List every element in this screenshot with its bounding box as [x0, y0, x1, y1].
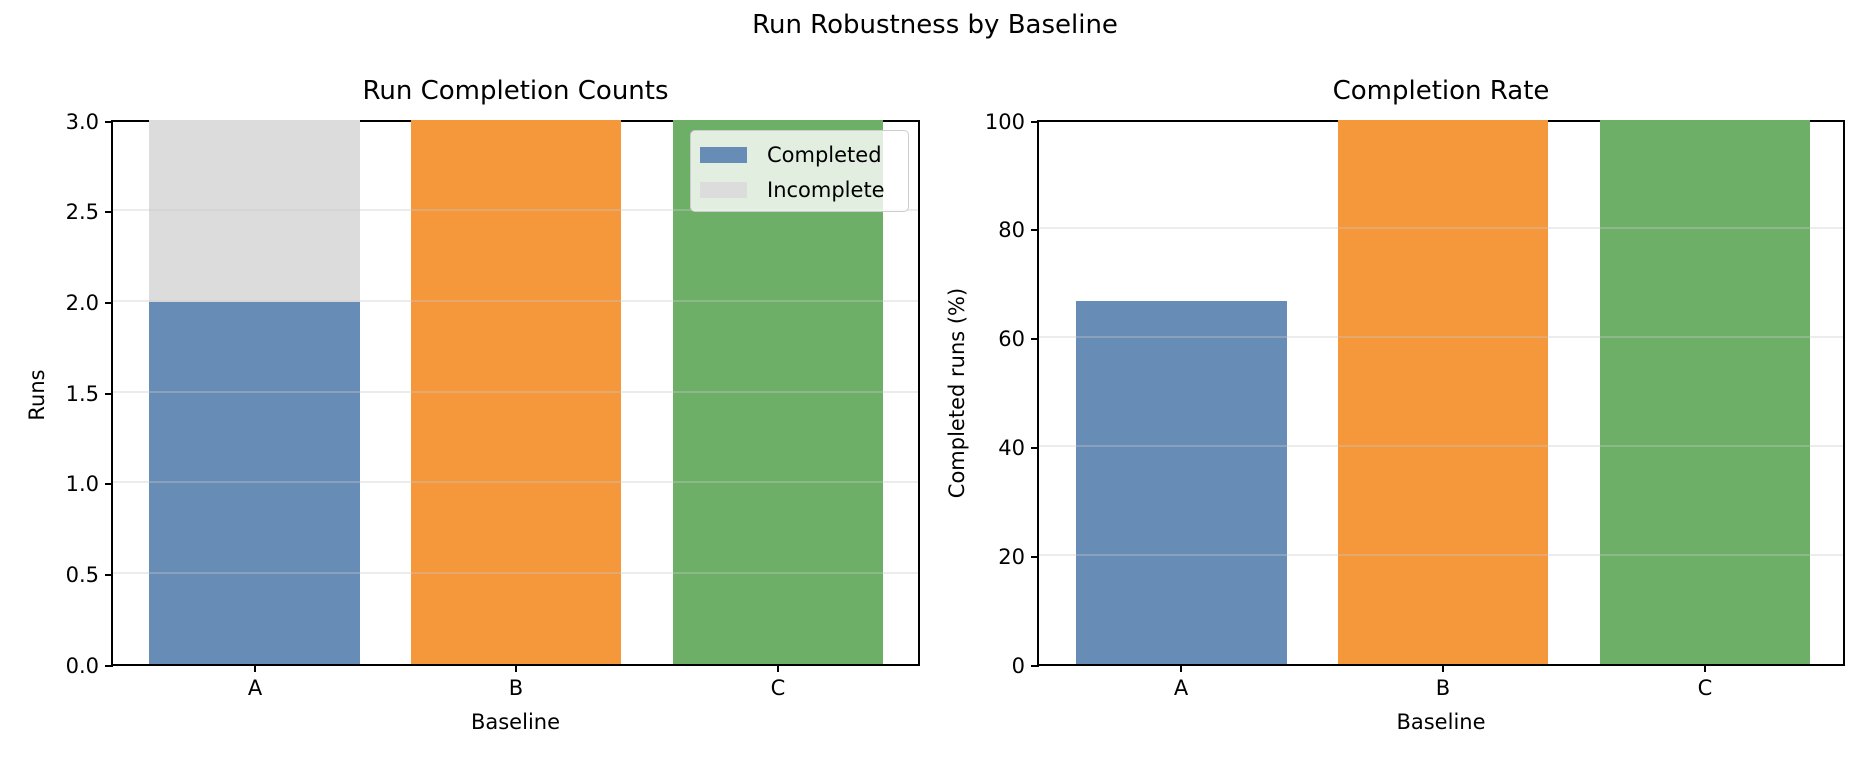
gridline — [1039, 227, 1843, 229]
bar-b-completed — [411, 120, 621, 664]
bar-a-rate — [1076, 301, 1287, 664]
left-chart-title: Run Completion Counts — [362, 76, 669, 106]
legend-swatch-incomplete — [700, 182, 747, 198]
bar-b-rate — [1338, 120, 1548, 664]
gridline — [113, 209, 918, 211]
bar-a-completed — [149, 302, 360, 664]
right-chart-axes: Completion Rate 0 20 40 60 80 100 A B C … — [985, 76, 1845, 734]
gridline — [113, 300, 918, 302]
left-y-axis-label: Runs — [25, 369, 49, 421]
figure-suptitle: Run Robustness by Baseline — [752, 10, 1118, 40]
legend: Completed Incomplete — [690, 130, 909, 212]
right-x-axis-label: Baseline — [1396, 710, 1486, 734]
gridline — [1039, 336, 1843, 338]
gridline — [113, 481, 918, 483]
left-x-axis-label: Baseline — [470, 710, 561, 734]
right-chart-title: Completion Rate — [1332, 76, 1550, 106]
bar-a-incomplete — [149, 120, 360, 302]
gridline — [1039, 554, 1843, 556]
right-y-axis-label: Completed runs (%) — [945, 287, 969, 499]
bar-c-rate — [1600, 120, 1810, 664]
left-chart-axes: Run Completion Counts 0.0 0.5 1.0 1.5 2.… — [66, 76, 920, 734]
legend-item-completed: Completed — [700, 142, 882, 168]
gridline — [1039, 445, 1843, 447]
gridline — [113, 572, 918, 574]
legend-swatch-completed — [700, 147, 747, 163]
gridline — [113, 391, 918, 393]
legend-item-incomplete: Incomplete — [700, 177, 885, 203]
